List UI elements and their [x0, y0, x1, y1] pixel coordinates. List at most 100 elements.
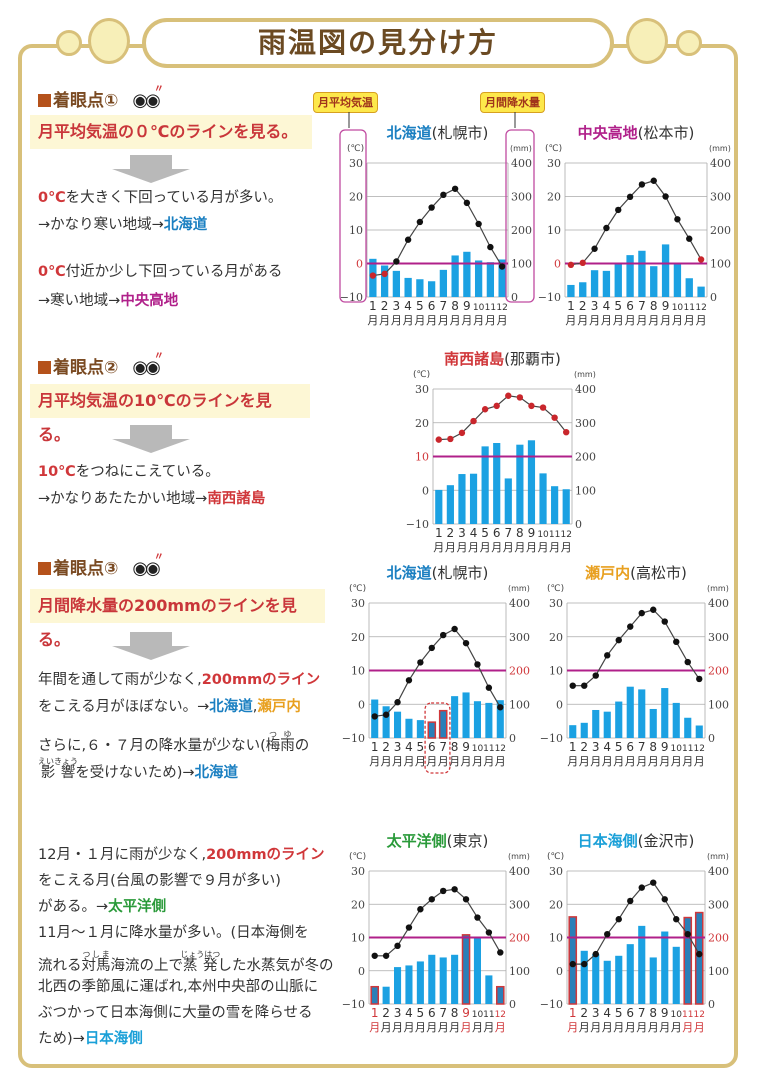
precipitation-bar: [481, 446, 489, 524]
temperature-point: [394, 699, 401, 706]
month-number: 7: [638, 299, 646, 313]
precipitation-bar: [638, 689, 646, 738]
precipitation-bar: [672, 702, 680, 738]
temperature-point: [458, 429, 466, 437]
month-unit: 月: [438, 314, 449, 327]
precip-tick-label: 0: [710, 291, 717, 304]
precipitation-bar: [590, 270, 599, 297]
month-unit: 月: [682, 755, 693, 768]
down-arrow-icon: [112, 425, 190, 453]
ruby-reading: えいきょう: [38, 757, 78, 766]
precipitation-bar: [580, 722, 588, 738]
highlight-text: 0℃: [38, 190, 66, 206]
precipitation-bar: [428, 954, 436, 1004]
month-unit: 月: [392, 1021, 403, 1034]
month-number: 6: [428, 1006, 436, 1020]
temperature-point: [382, 711, 390, 718]
temperature-point: [393, 258, 400, 265]
precipitation-bar: [638, 250, 646, 297]
precip-tick-label: 0: [511, 291, 518, 304]
precipitation-bar: [486, 262, 495, 297]
ruby-reading: つしま: [81, 950, 111, 959]
temperature-point: [428, 644, 435, 652]
focus-box-3: 月間降水量の200mmのラインを見る。: [30, 589, 325, 649]
temperature-point: [470, 417, 477, 425]
temp-tick-label: −10: [538, 291, 561, 304]
temperature-point: [440, 631, 447, 639]
precipitation-bar: [626, 686, 634, 738]
precipitation-bar: [485, 702, 493, 738]
month-number: 8: [451, 740, 459, 754]
temperature-point: [505, 392, 512, 399]
month-unit: 月: [613, 314, 624, 327]
precipitation-bar: [473, 938, 481, 1004]
temp-tick-label: 10: [415, 451, 429, 464]
text-segment: した水蒸気が冬の: [217, 958, 334, 974]
month-unit: 月: [483, 755, 494, 768]
month-number: 4: [603, 1006, 611, 1020]
text-line: 0℃を大きく下回っている月が多い。: [38, 186, 282, 207]
precipitation-bar: [382, 986, 390, 1004]
temperature-point: [604, 930, 611, 938]
eyes-icon: ◉◉ 〃: [132, 84, 164, 111]
month-unit: 月: [659, 1021, 670, 1034]
precipitation-bar: [370, 985, 379, 1005]
month-unit: 月: [503, 541, 514, 554]
temperature-point: [475, 220, 482, 228]
month-number: 1: [569, 1006, 577, 1020]
temperature-point: [428, 204, 435, 211]
temp-unit-label: (℃): [349, 852, 366, 862]
month-unit: 月: [671, 1021, 682, 1034]
chart-title-city: (那覇市): [504, 350, 561, 368]
text-line: 年間を通して雨が少なく,200mmのライン: [38, 668, 320, 689]
temp-tick-label: −10: [340, 291, 363, 304]
precipitation-bar: [592, 709, 600, 738]
temperature-point: [404, 236, 412, 243]
precipitation-bar: [469, 473, 478, 524]
temperature-point: [650, 177, 657, 184]
temperature-line: [374, 888, 501, 957]
temp-tick-label: 10: [549, 665, 563, 678]
precipitation-bar: [416, 720, 424, 738]
temp-tick-label: 20: [415, 417, 429, 430]
temp-tick-label: −10: [540, 732, 563, 745]
month-unit: 月: [449, 1021, 460, 1034]
chart-title-region: 中央高地: [578, 124, 638, 142]
down-arrow-icon: [112, 632, 190, 660]
precipitation-bar: [451, 255, 459, 297]
temperature-point: [498, 263, 506, 270]
precipitation-bar: [496, 700, 504, 738]
temperature-point: [592, 950, 599, 958]
temperature-point: [428, 896, 435, 903]
month-number: 11: [483, 744, 494, 754]
month-number: 1: [371, 1006, 379, 1020]
precipitation-bar: [697, 286, 705, 297]
precip-tick-label: 100: [575, 484, 596, 497]
month-number: 11: [549, 530, 560, 540]
text-line: さらに,６・７月の降水量が少ない(梅雨つゆの: [38, 730, 309, 755]
chart-title: 日本海側(金沢市): [578, 832, 695, 850]
precipitation-bar: [427, 281, 436, 297]
month-number: 3: [458, 526, 466, 540]
temp-tick-label: 0: [554, 258, 561, 271]
temperature-point: [696, 950, 703, 958]
precipitation-bar: [438, 709, 448, 739]
month-number: 3: [592, 1006, 600, 1020]
month-number: 10: [671, 744, 683, 754]
month-unit: 月: [565, 314, 576, 327]
month-number: 5: [417, 1006, 425, 1020]
temp-tick-label: 0: [556, 965, 563, 978]
text-line: →かなりあたたかい地域→南西諸島: [38, 487, 265, 508]
text-line: ぶつかって日本海側に大量の雪を降らせる: [38, 1001, 312, 1022]
precipitation-bar: [695, 725, 703, 738]
temperature-point: [615, 636, 622, 644]
month-number: 7: [638, 1006, 646, 1020]
temperature-point: [626, 193, 634, 201]
temp-tick-label: −10: [342, 732, 365, 745]
temp-tick-label: 20: [549, 631, 563, 644]
precipitation-bar: [615, 701, 623, 738]
chart-title: 北海道(札幌市): [387, 124, 489, 142]
highlight-text: 200mmのライン: [201, 672, 321, 688]
precip-tick-label: 100: [710, 258, 731, 271]
